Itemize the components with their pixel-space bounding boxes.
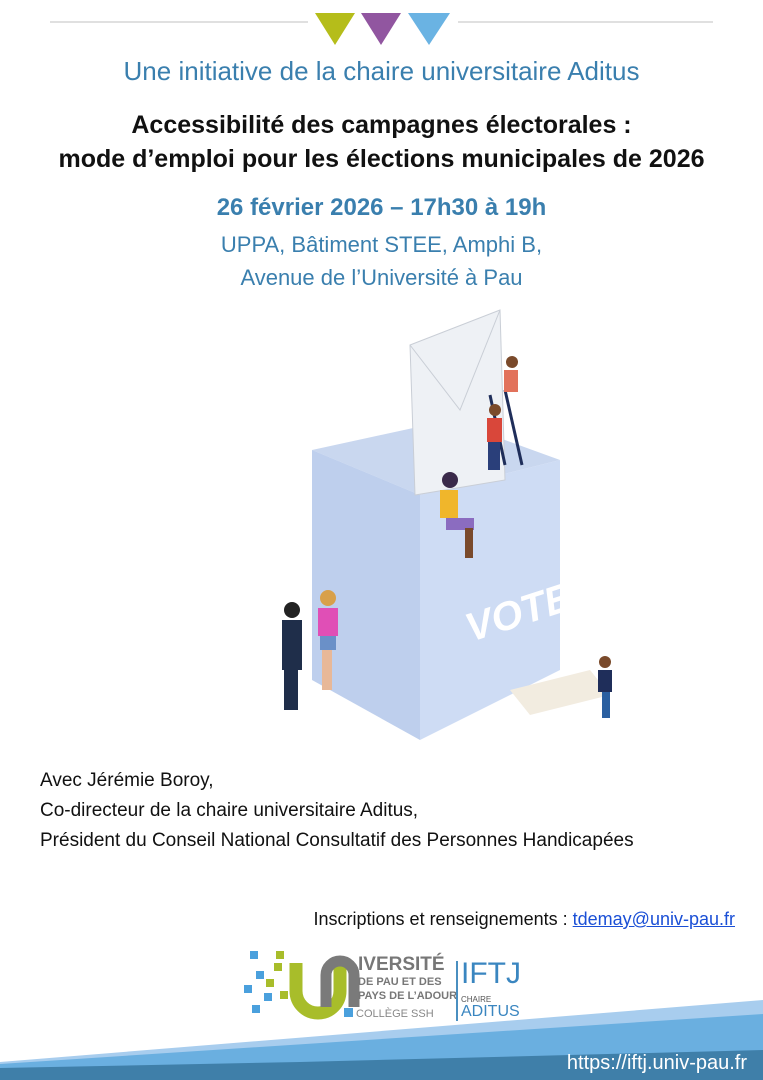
contact-label: Inscriptions et renseignements : — [313, 909, 573, 929]
envelope-flap — [409, 309, 501, 412]
event-title: Accessibilité des campagnes électorales … — [0, 108, 763, 176]
speaker-role-1: Co-directeur de la chaire universitaire … — [40, 800, 419, 821]
speaker-name: Avec Jérémie Boroy, — [40, 770, 214, 791]
event-location: UPPA, Bâtiment STEE, Amphi B, Avenue de … — [0, 228, 763, 294]
ballot-paper-icon — [510, 656, 612, 718]
initiative-text: Une initiative de la chaire universitair… — [123, 56, 640, 86]
footer-band — [0, 1000, 763, 1080]
contact-line: Inscriptions et renseignements : tdemay@… — [314, 909, 735, 930]
speaker-role-2: Président du Conseil National Consultati… — [40, 830, 634, 851]
person-climbing-icon — [487, 356, 518, 470]
box-left — [312, 450, 420, 740]
college-square-icon — [344, 1008, 353, 1017]
iftj-text: IFTJ — [461, 957, 521, 990]
university-line-1: IVERSITÉ — [358, 954, 445, 975]
location-line-2: Avenue de l’Université à Pau — [240, 265, 523, 290]
university-name: IVERSITÉ DE PAU ET DES PAYS DE L’ADOUR — [358, 955, 457, 1003]
event-date: 26 février 2026 – 17h30 à 19h — [216, 194, 547, 221]
logos: IVERSITÉ DE PAU ET DES PAYS DE L’ADOUR C… — [244, 945, 524, 1025]
purple-triangle — [361, 13, 401, 45]
university-line-3: PAYS DE L’ADOUR — [358, 990, 458, 1002]
aditus-text: ADITUS — [461, 1003, 520, 1020]
people-handshake-icon — [282, 590, 338, 710]
header-rule-left — [50, 21, 308, 23]
triangles-decoration — [315, 13, 450, 45]
location-line-1: UPPA, Bâtiment STEE, Amphi B, — [220, 232, 543, 257]
website-link[interactable]: https://iftj.univ-pau.fr — [566, 1052, 747, 1074]
logo-divider — [456, 961, 458, 1021]
contact-email-link[interactable]: tdemay@univ-pau.fr — [572, 909, 735, 929]
university-logo-mark — [244, 951, 360, 1020]
college-label: COLLÈGE SSH — [344, 1008, 434, 1020]
person-sitting-icon — [440, 472, 474, 558]
university-line-2: DE PAU ET DES — [358, 976, 442, 988]
header-rule-right — [458, 21, 713, 23]
college-text: COLLÈGE SSH — [356, 1008, 434, 1020]
speaker-info: Avec Jérémie Boroy, Co-directeur de la c… — [40, 766, 634, 856]
green-triangle — [315, 13, 355, 45]
title-line-1: Accessibilité des campagnes électorales … — [131, 111, 632, 139]
blue-triangle — [408, 13, 450, 45]
title-line-2: mode d’emploi pour les élections municip… — [58, 145, 705, 173]
chaire-text: CHAIRE — [461, 995, 492, 1004]
iftj-logo: IFTJ CHAIRE ADITUS — [461, 959, 521, 1020]
ballot-box-illustration: VOTE — [282, 309, 612, 740]
